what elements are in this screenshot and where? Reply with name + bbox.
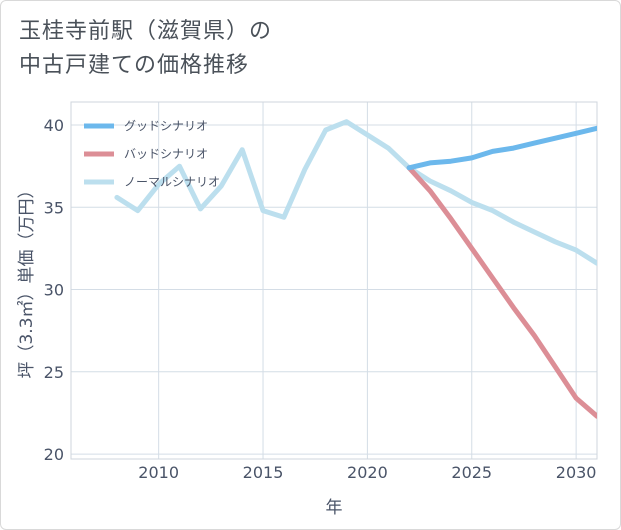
y-tick-label: 40 (44, 116, 64, 135)
x-tick-label: 2015 (243, 463, 284, 482)
legend-label-normal: ノーマルシナリオ (124, 175, 220, 189)
x-axis-title: 年 (326, 498, 343, 518)
series-layer (114, 119, 597, 419)
y-axis-title: 坪（3.3㎡）単価（万円） (17, 181, 37, 378)
x-tick-label: 2025 (451, 463, 492, 482)
series-line-good (406, 125, 597, 171)
y-tick-label: 25 (44, 363, 64, 382)
series-line-normal (114, 119, 597, 266)
x-tick-label: 2030 (556, 463, 597, 482)
y-tick-label: 20 (44, 445, 64, 464)
x-tick-label: 2010 (138, 463, 179, 482)
x-tick-label: 2020 (347, 463, 388, 482)
y-tick-label: 35 (44, 198, 64, 217)
plot-area-frame (70, 101, 598, 460)
series-line-bad (406, 165, 597, 419)
y-tick-label: 30 (44, 281, 64, 300)
chart-title-line-1: 玉桂寺前駅（滋賀県）の (19, 19, 273, 44)
chart-title-line-2: 中古戸建ての価格推移 (19, 53, 250, 78)
legend-label-bad: バッドシナリオ (124, 147, 208, 161)
legend-label-good: グッドシナリオ (124, 119, 208, 133)
gridlines (71, 102, 597, 459)
chart-title: 玉桂寺前駅（滋賀県）の 中古戸建ての価格推移 (19, 15, 272, 83)
